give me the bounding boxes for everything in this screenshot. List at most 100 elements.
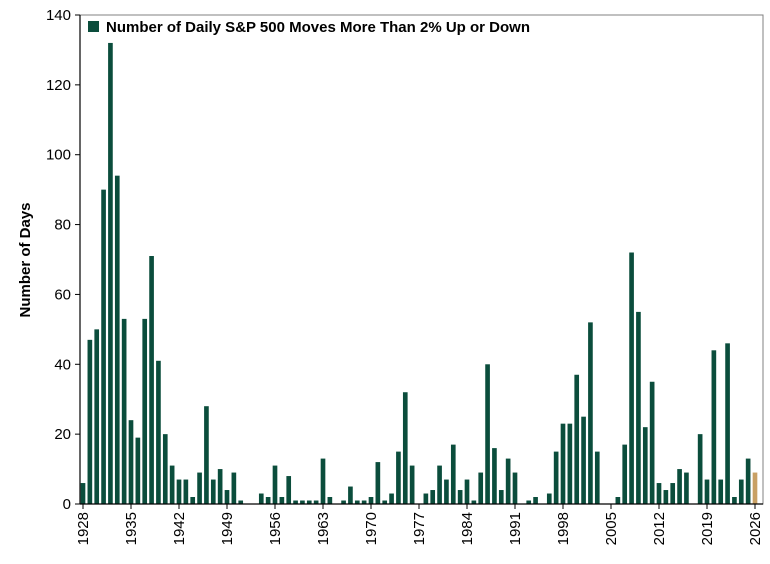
bar-1971: [375, 462, 381, 504]
x-tick-label: 1998: [555, 512, 572, 545]
bar-2007: [622, 444, 628, 504]
plot-frame: [79, 14, 764, 505]
bar-2002: [588, 322, 593, 504]
y-tick-label: 80: [54, 217, 71, 234]
bar-1944: [190, 497, 196, 504]
bar-1981: [444, 479, 449, 504]
legend: Number of Daily S&P 500 Moves More Than …: [88, 19, 530, 36]
y-tick-label: 60: [54, 286, 71, 303]
bar-1966: [341, 500, 346, 504]
bar-1937: [142, 318, 148, 504]
bar-1929: [87, 339, 93, 504]
y-tick-label: 40: [54, 356, 71, 373]
bar-2016: [684, 472, 689, 504]
bar-1997: [553, 451, 559, 504]
bar-2006: [615, 497, 621, 504]
bar-1975: [402, 392, 408, 504]
bar-2020: [711, 350, 717, 504]
bar-1943: [183, 479, 189, 504]
bar-2010: [642, 427, 648, 504]
y-tick-label: 100: [46, 147, 71, 164]
x-tick-label: 1984: [459, 512, 476, 545]
bar-1947: [210, 479, 216, 504]
x-tick-label: 1991: [507, 512, 524, 545]
bar-1962: [313, 500, 319, 504]
bar-1982: [450, 444, 456, 504]
bar-1994: [533, 497, 538, 504]
bar-2011: [649, 381, 655, 504]
x-tick-label: 1970: [363, 512, 380, 545]
bar-2000: [574, 374, 580, 504]
bar-2012: [656, 483, 662, 504]
bar-1956: [272, 465, 278, 504]
bar-1951: [238, 500, 244, 504]
bar-1939: [156, 360, 161, 504]
bar-1940: [162, 434, 168, 504]
bar-1968: [354, 500, 360, 504]
x-tick-label: 1949: [219, 512, 236, 545]
bar-1932: [108, 42, 113, 504]
y-tick-label: 120: [46, 77, 71, 94]
x-tick-label: 2026: [747, 512, 764, 545]
bar-1970: [368, 497, 374, 504]
bar-1938: [149, 256, 154, 504]
bar-1960: [300, 500, 305, 504]
bar-2008: [629, 252, 634, 504]
bar-1993: [526, 500, 532, 504]
bar-1931: [101, 189, 106, 504]
bar-1946: [204, 406, 209, 504]
bar-1949: [224, 490, 230, 504]
x-tick-label: 1956: [267, 512, 284, 545]
bar-2026: [752, 472, 758, 504]
bar-1961: [306, 500, 312, 504]
bar-1958: [286, 476, 292, 504]
x-tick-label: 1977: [411, 512, 428, 545]
y-tick-label: 0: [63, 496, 71, 513]
bar-1959: [293, 500, 298, 504]
bar-1998: [560, 423, 566, 504]
bar-1964: [327, 497, 333, 504]
bar-1974: [396, 451, 401, 504]
bar-2018: [697, 434, 703, 504]
bar-1985: [471, 500, 477, 504]
bar-1936: [135, 437, 141, 504]
y-tick-label: 20: [54, 426, 71, 443]
x-tick-label: 1942: [171, 512, 188, 545]
bar-1980: [437, 465, 442, 504]
x-tick-label: 2012: [651, 512, 668, 545]
y-axis-label: Number of Days: [17, 202, 34, 317]
bar-1969: [361, 500, 367, 504]
x-tick-label: 1935: [123, 512, 140, 545]
bar-1942: [176, 479, 182, 504]
bar-2023: [732, 497, 737, 504]
bar-1990: [505, 458, 511, 504]
bar-1957: [279, 497, 285, 504]
bar-1988: [492, 448, 497, 504]
bar-1963: [320, 458, 326, 504]
bar-1935: [128, 420, 134, 504]
bar-2022: [725, 343, 730, 504]
bar-1928: [80, 483, 86, 504]
bar-1991: [512, 472, 518, 504]
bar-1941: [169, 465, 175, 504]
bar-1933: [114, 175, 120, 505]
bar-1976: [409, 465, 415, 504]
bar-1983: [457, 490, 463, 504]
legend-swatch: [88, 21, 99, 32]
bar-1999: [567, 423, 573, 504]
bars-group: [80, 42, 758, 505]
bar-1950: [231, 472, 237, 504]
bar-1996: [546, 493, 552, 504]
bar-2014: [670, 483, 676, 504]
bar-1972: [382, 500, 388, 504]
bar-1967: [348, 486, 353, 504]
bar-1945: [197, 472, 202, 504]
x-tick-label: 2005: [603, 512, 620, 545]
bar-2024: [738, 479, 744, 504]
bar-1979: [430, 490, 436, 504]
bar-1978: [423, 493, 429, 504]
bar-1954: [258, 493, 264, 504]
bar-2025: [745, 458, 751, 504]
